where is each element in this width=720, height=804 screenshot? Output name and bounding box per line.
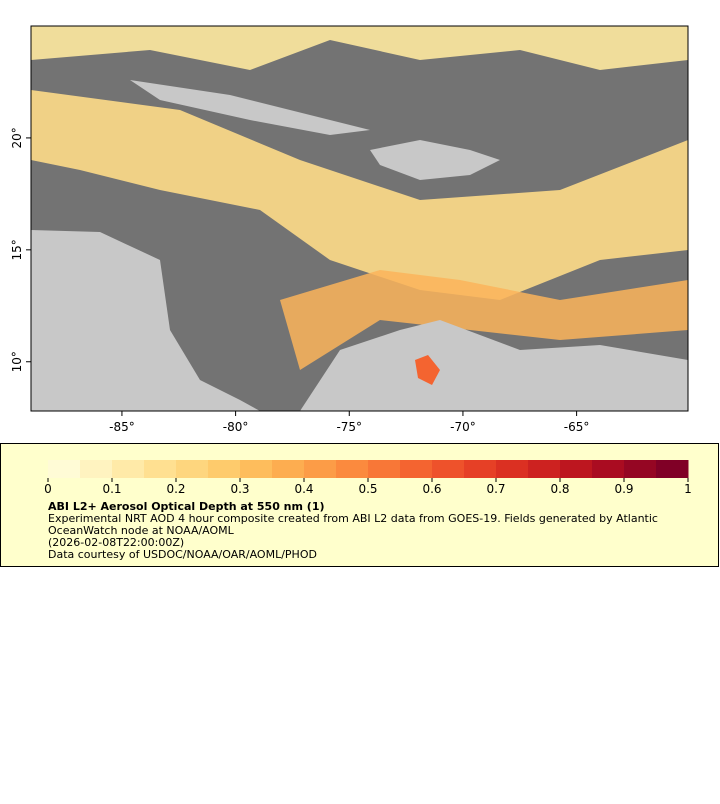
map-frame — [30, 25, 689, 412]
aerosol-region — [31, 90, 688, 300]
y-tick-label: 10° — [10, 351, 24, 372]
aerosol-region — [415, 355, 440, 385]
colorbar-tick-label: 0.2 — [166, 482, 185, 496]
colorbar-swatch — [528, 460, 561, 478]
land — [31, 230, 260, 411]
colorbar-swatch — [112, 460, 145, 478]
colorbar-swatch — [368, 460, 401, 478]
axes: -85° -80° -75° -70° -65° 10° 15° 20° — [10, 127, 589, 434]
land — [130, 80, 370, 135]
legend-title: ABI L2+ Aerosol Optical Depth at 550 nm … — [48, 500, 325, 513]
colorbar-swatch — [400, 460, 433, 478]
legend-line: (2026-02-08T22:00:00Z) — [48, 536, 184, 549]
colorbar-tick-label: 0.9 — [614, 482, 633, 496]
colorbar-swatch — [304, 460, 337, 478]
colorbar-swatch — [336, 460, 369, 478]
colorbar-swatch — [656, 460, 689, 478]
colorbar-tick-label: 0.4 — [294, 482, 313, 496]
colorbar-swatch — [48, 460, 81, 478]
land — [300, 320, 688, 411]
y-tick-label: 20° — [10, 127, 24, 148]
y-tick-label: 15° — [10, 239, 24, 260]
x-tick-label: -75° — [336, 420, 362, 434]
aerosol-region — [280, 270, 688, 370]
legend-line: OceanWatch node at NOAA/AOML — [48, 524, 235, 537]
map — [30, 25, 689, 412]
colorbar: 0 0.1 0.2 0.3 0.4 0.5 0.6 0.7 0.8 0.9 1 — [44, 460, 692, 496]
x-tick-label: -65° — [564, 420, 590, 434]
colorbar-tick-label: 0.1 — [102, 482, 121, 496]
colorbar-tick-label: 0.6 — [422, 482, 441, 496]
colorbar-swatch — [464, 460, 497, 478]
legend-line: Experimental NRT AOD 4 hour composite cr… — [48, 512, 658, 525]
colorbar-swatch — [176, 460, 209, 478]
colorbar-swatch — [240, 460, 273, 478]
colorbar-swatch — [624, 460, 657, 478]
aerosol-region — [31, 26, 688, 70]
colorbar-tick-label: 1 — [684, 482, 692, 496]
colorbar-swatch — [80, 460, 113, 478]
x-tick-label: -70° — [450, 420, 476, 434]
x-tick-label: -85° — [109, 420, 135, 434]
colorbar-swatch — [208, 460, 241, 478]
colorbar-tick-label: 0.8 — [550, 482, 569, 496]
colorbar-swatch — [592, 460, 625, 478]
colorbar-swatch — [496, 460, 529, 478]
colorbar-swatch — [272, 460, 305, 478]
colorbar-swatch — [432, 460, 465, 478]
x-tick-label: -80° — [223, 420, 249, 434]
legend-line: Data courtesy of USDOC/NOAA/OAR/AOML/PHO… — [48, 548, 317, 561]
colorbar-tick-label: 0.7 — [486, 482, 505, 496]
colorbar-swatch — [144, 460, 177, 478]
colorbar-tick-label: 0.5 — [358, 482, 377, 496]
colorbar-swatch — [560, 460, 593, 478]
colorbar-tick-label: 0 — [44, 482, 52, 496]
land — [370, 140, 500, 180]
colorbar-tick-label: 0.3 — [230, 482, 249, 496]
